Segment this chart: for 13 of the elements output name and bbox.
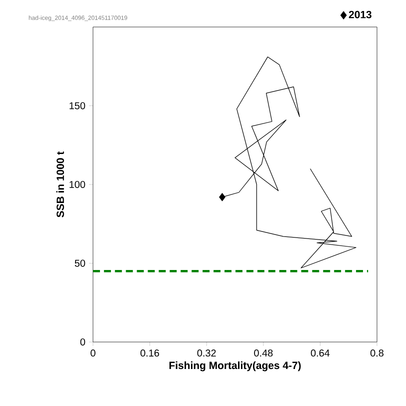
x-tick-label: 0.64 <box>310 350 330 357</box>
legend-label: 2013 <box>348 10 372 18</box>
y-tick-label: 0 <box>80 338 86 346</box>
x-tick-label: 0.48 <box>254 350 273 357</box>
y-axis-title: SSB in 1000 t <box>56 151 64 218</box>
x-axis-title: Fishing Mortality(ages 4-7) <box>169 361 301 372</box>
y-tick-label: 150 <box>70 102 86 110</box>
y-tick-label: 50 <box>74 260 86 267</box>
x-tick-label: 0.8 <box>370 350 384 357</box>
x-tick-label: 0 <box>90 350 96 357</box>
x-tick-label: 0.16 <box>140 350 160 357</box>
y-tick-label: 100 <box>70 180 86 188</box>
x-tick-label: 0.32 <box>197 350 216 357</box>
